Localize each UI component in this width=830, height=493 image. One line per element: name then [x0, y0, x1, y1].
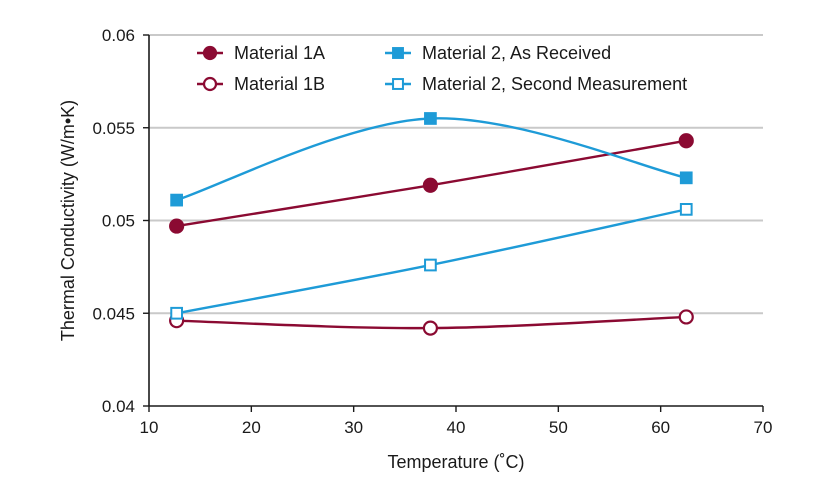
y-tick-label: 0.045 — [92, 304, 135, 323]
x-tick-label: 20 — [242, 418, 261, 437]
gridlines — [149, 34, 763, 315]
data-point-series-1 — [422, 177, 439, 193]
legend-marker — [202, 45, 218, 61]
y-tick-label: 0.055 — [92, 119, 135, 138]
y-tick-label: 0.04 — [102, 397, 135, 416]
x-tick-label: 60 — [651, 418, 670, 437]
axes — [143, 34, 764, 412]
data-point-series-3 — [679, 171, 693, 185]
x-tick-label: 40 — [447, 418, 466, 437]
legend-marker — [392, 78, 404, 90]
legend-label-4: Material 2, Second Measurement — [422, 74, 687, 94]
x-tick-label: 70 — [754, 418, 773, 437]
tick-labels: 0.04 0.045 0.05 0.055 0.06 10 20 30 40 50 60 70 — [92, 26, 772, 437]
x-tick-label: 30 — [344, 418, 363, 437]
data-point-series-4 — [170, 306, 183, 320]
x-tick-label: 50 — [549, 418, 568, 437]
legend: Material 1A Material 1B Material 2, As Rec… — [197, 43, 687, 94]
y-axis-title: Thermal Conductivity (W/m•K) — [58, 100, 78, 341]
data-point-series-1 — [678, 133, 694, 149]
x-axis-title: Temperature (˚C) — [387, 452, 524, 472]
legend-label-3: Material 2, As Received — [422, 43, 611, 63]
data-point-series-2 — [422, 320, 439, 336]
series-lines — [169, 112, 694, 336]
data-point-series-4 — [424, 258, 437, 272]
y-tick-label: 0.05 — [102, 212, 135, 231]
data-point-series-3 — [424, 112, 437, 125]
data-point-series-1 — [169, 218, 185, 234]
y-tick-label: 0.06 — [102, 26, 135, 45]
data-point-series-4 — [679, 203, 693, 216]
legend-marker — [202, 76, 218, 92]
legend-label-1: Material 1A — [234, 43, 325, 63]
x-tick-label: 10 — [140, 418, 159, 437]
data-point-series-3 — [170, 193, 183, 207]
legend-marker — [392, 47, 404, 59]
data-point-series-2 — [678, 309, 694, 325]
legend-label-2: Material 1B — [234, 74, 325, 94]
